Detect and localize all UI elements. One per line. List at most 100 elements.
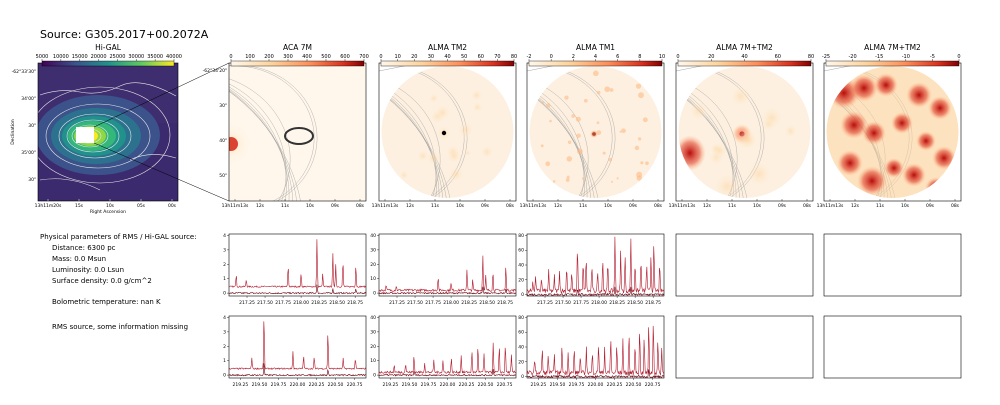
noise-speck	[552, 180, 556, 183]
tick-label: 11s	[728, 203, 737, 209]
colorbar-alma-7m-tm2: 0 20 40 60 80	[676, 54, 814, 67]
tick-label: 219.50	[252, 382, 268, 388]
zoom-connector	[93, 62, 230, 128]
tick-label: 218.00	[591, 300, 607, 306]
noise-speck	[608, 158, 613, 162]
noise-blob	[456, 120, 476, 140]
zoom-box	[76, 127, 94, 143]
tick-label: 10s	[604, 203, 613, 209]
colorbar-rect	[825, 60, 960, 67]
tick-label: 217.50	[407, 300, 423, 306]
spectrum-line	[228, 321, 367, 371]
negative-blob	[857, 166, 887, 196]
noise-speck	[635, 83, 642, 89]
tick-label: 218.25	[461, 300, 477, 306]
tick-label: 219.75	[421, 382, 437, 388]
noise-blob	[446, 164, 466, 184]
plot-frame	[526, 315, 665, 379]
panel-title: ALMA 7M+TM2	[716, 43, 773, 52]
noise-speck	[575, 116, 581, 122]
negative-blob	[932, 146, 956, 170]
contour-line	[527, 89, 592, 201]
tick-label: 218.75	[347, 300, 363, 306]
tick-label: 40	[370, 233, 376, 239]
colorbar-tick-label: -15	[875, 54, 883, 60]
panel-spec-aca-2: 219.25 219.50 219.75 220.00 220.25 220.50 220.…	[223, 315, 367, 388]
tick-label: 220.50	[328, 382, 344, 388]
noise-speck	[564, 95, 569, 100]
contour-line	[379, 86, 437, 201]
colorbar-tick-label: 40	[741, 54, 747, 60]
tick-label: 15s	[75, 203, 84, 209]
contour-line	[379, 91, 451, 201]
noise-speck	[576, 133, 581, 138]
tick-label: 11s	[281, 203, 290, 209]
tick-label: 10s	[306, 203, 315, 209]
tick-label: 10s	[106, 203, 115, 209]
noise-blob	[687, 99, 711, 123]
noise-speck	[642, 117, 648, 123]
contour-line	[229, 88, 290, 201]
colorbar-alma-7m-tm2-neg: -25 -20 -15 -10 -5 0	[822, 54, 961, 67]
zoom-connector	[93, 142, 230, 202]
contour-line	[229, 89, 294, 201]
tick-label: 09s	[629, 203, 638, 209]
contour-line	[129, 154, 177, 161]
tick-label: 219.25	[383, 382, 399, 388]
surface-density-text: Surface density: 0.0 g/cm^2	[52, 277, 152, 285]
contour-line	[527, 91, 599, 201]
tick-label: 60	[518, 330, 524, 336]
tick-label: 09s	[778, 203, 787, 209]
contour-line	[229, 91, 301, 201]
spectrum-line	[228, 284, 367, 295]
colorbar-tick-label: 70	[494, 54, 500, 60]
colorbar-tick-label: 0	[379, 54, 382, 60]
contour-line	[379, 88, 440, 201]
colorbar-tick-label: 600	[340, 54, 350, 60]
tick-label: 220.75	[645, 382, 661, 388]
contour-line	[45, 103, 151, 169]
contour-line	[379, 78, 441, 201]
tick-label: 13h11m13s	[817, 203, 844, 209]
tick-label: 217.25	[389, 300, 405, 306]
noise-speck	[645, 161, 649, 166]
panel-spec-tm2-1: 217.25 217.50 217.75 218.00 218.25 218.50 218.…	[370, 233, 517, 306]
noise-speck	[621, 128, 626, 134]
tick-label: 12s	[554, 203, 563, 209]
colorbar-tick-label: 40	[444, 54, 450, 60]
tick-label: 1	[223, 358, 226, 364]
panel-spec-tm2-2: 219.25 219.50 219.75 220.00 220.25 220.50 220.…	[370, 315, 517, 388]
colorbar-rect	[41, 60, 175, 67]
contour-line	[527, 86, 585, 201]
tick-label: 220.75	[497, 382, 513, 388]
colorbar-aca-7m: 0 100 200 300 400 500 600 700	[229, 54, 369, 67]
tick-label: 220.00	[290, 382, 306, 388]
tick-label: 35'00"	[21, 150, 36, 156]
tick-label: 220.25	[309, 382, 325, 388]
noise-speck	[540, 144, 544, 148]
tick-label: 11s	[431, 203, 440, 209]
emission-haze	[229, 122, 253, 166]
panel-spec-tm1-2: 219.25 219.50 219.75 220.00 220.25 220.50 220.…	[518, 315, 665, 388]
panel-aca-7m: ACA 7M 13h11m13s 12s 11s 10s 09s 08s -62°34'20"…	[203, 43, 367, 209]
tick-label: 217.50	[257, 300, 273, 306]
colorbar-hi-gal: 5000 10000 15000 20000 25000 30000 35000 40000	[36, 54, 182, 67]
tick-label: 0	[521, 292, 524, 298]
tick-label: 4	[223, 315, 226, 321]
spectrum-line	[526, 236, 665, 295]
tick-label: 30"	[28, 177, 36, 183]
tick-label: 09s	[926, 203, 935, 209]
luminosity-text: Luminosity: 0.0 Lsun	[52, 266, 125, 274]
tick-label: 220.25	[459, 382, 475, 388]
tick-label: 218.50	[627, 300, 643, 306]
spectrum-line	[228, 363, 367, 377]
tick-label: 10s	[901, 203, 910, 209]
colorbar-rect	[380, 60, 515, 67]
plot-frame	[675, 233, 814, 297]
tick-label: 220.25	[607, 382, 623, 388]
negative-blob	[928, 96, 952, 120]
colorbar-tick-label: -20	[849, 54, 857, 60]
axis-label: Declination	[10, 119, 16, 145]
colorbar-tick-label: 0	[229, 54, 232, 60]
colorbar-tick-label: 400	[302, 54, 312, 60]
